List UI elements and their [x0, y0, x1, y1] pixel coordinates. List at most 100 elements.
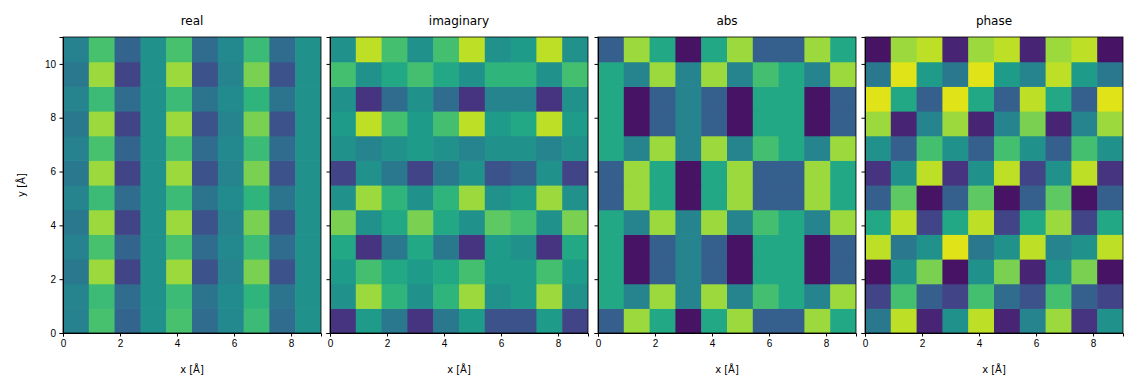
- heatmap-cell: [433, 86, 459, 111]
- heatmap-cell: [942, 210, 968, 235]
- heatmap-cell: [562, 111, 588, 136]
- heatmap-cell: [1097, 234, 1123, 259]
- heatmap-cell: [295, 234, 321, 259]
- heatmap-cell: [485, 111, 511, 136]
- heatmap-cell: [891, 185, 917, 210]
- heatmap-cell: [407, 136, 433, 161]
- heatmap-cell: [192, 308, 218, 333]
- heatmap-cell: [891, 234, 917, 259]
- tick: [327, 118, 331, 119]
- heatmap-cell: [166, 284, 192, 309]
- tick-label: 0: [50, 328, 56, 339]
- heatmap-cell: [994, 308, 1020, 333]
- tick-mark: [712, 333, 713, 337]
- tick: 0: [863, 333, 869, 349]
- heatmap-cell: [115, 234, 141, 259]
- heatmap-cell: [89, 259, 115, 284]
- heatmap-cell: [269, 259, 295, 284]
- heatmap-cell: [624, 86, 650, 111]
- heatmap-cell: [942, 62, 968, 87]
- heatmap-cell: [89, 308, 115, 333]
- heatmap-cell: [727, 259, 753, 284]
- heatmap-cell: [650, 259, 676, 284]
- tick-label: 8: [50, 112, 56, 123]
- tick-mark: [769, 333, 770, 337]
- heatmap-cell: [140, 259, 166, 284]
- heatmap-cell: [269, 160, 295, 185]
- heatmap-cell: [89, 160, 115, 185]
- heatmap-cell: [891, 136, 917, 161]
- heatmap-cell: [536, 259, 562, 284]
- heatmap-cell: [244, 185, 270, 210]
- heatmap-cell: [804, 308, 830, 333]
- heatmap-cell: [1071, 62, 1097, 87]
- heatmap-cell: [166, 234, 192, 259]
- heatmap-cell: [407, 185, 433, 210]
- heatmap-cell: [865, 210, 891, 235]
- heatmap-cell: [433, 210, 459, 235]
- heatmap-cell: [753, 62, 779, 87]
- tick: 8: [289, 333, 295, 349]
- heatmap-cell: [942, 259, 968, 284]
- panel-title: real: [181, 14, 204, 28]
- heatmap-cell: [968, 136, 994, 161]
- heatmap-cell: [407, 62, 433, 87]
- heatmap-cell: [63, 259, 89, 284]
- heatmap-cell: [244, 62, 270, 87]
- heatmap-cell: [1020, 62, 1046, 87]
- heatmap-cell: [1071, 160, 1097, 185]
- heatmap-cell: [865, 234, 891, 259]
- heatmap-cell: [330, 160, 356, 185]
- heatmap-cell: [994, 111, 1020, 136]
- heatmap-cell: [865, 111, 891, 136]
- heatmap-cell: [166, 160, 192, 185]
- heatmap-cell: [511, 37, 537, 62]
- heatmap-cell: [1046, 136, 1072, 161]
- heatmap-cell: [891, 37, 917, 62]
- tick: [595, 118, 599, 119]
- heatmap-cell: [942, 308, 968, 333]
- heatmap-cell: [994, 259, 1020, 284]
- y-axis: 0246810: [45, 38, 64, 339]
- x-axis: 02468: [596, 333, 857, 349]
- heatmap-cell: [701, 308, 727, 333]
- tick-label: 4: [977, 338, 983, 349]
- axis-line: [327, 38, 331, 334]
- heatmap-cell: [865, 136, 891, 161]
- heatmap-cell: [830, 210, 856, 235]
- heatmap-cell: [598, 37, 624, 62]
- heatmap-cell: [192, 37, 218, 62]
- heatmap-cell: [779, 136, 805, 161]
- heatmap-cell: [115, 86, 141, 111]
- tick-mark: [558, 333, 559, 337]
- heatmap-cell: [140, 136, 166, 161]
- heatmap-cell: [917, 136, 943, 161]
- heatmap-cell: [1097, 308, 1123, 333]
- tick: 0: [61, 333, 67, 349]
- heatmap-cell: [166, 259, 192, 284]
- heatmap-cell: [598, 284, 624, 309]
- x-axis-title: x [Å]: [982, 363, 1006, 375]
- heatmap-cell: [804, 259, 830, 284]
- heatmap-cell: [865, 259, 891, 284]
- heatmap-cell: [968, 86, 994, 111]
- panel-title: imaginary: [429, 14, 489, 28]
- heatmap-cell: [382, 37, 408, 62]
- heatmap-cell: [433, 185, 459, 210]
- heatmap-cell: [218, 284, 244, 309]
- heatmap-cell: [192, 136, 218, 161]
- tick-mark: [862, 225, 866, 226]
- heatmap-cell: [63, 308, 89, 333]
- heatmap-cell: [356, 62, 382, 87]
- tick-label: 0: [596, 338, 602, 349]
- heatmap-cell: [1046, 37, 1072, 62]
- heatmap-cell: [330, 259, 356, 284]
- heatmap-cell: [1071, 234, 1097, 259]
- heatmap-cell: [917, 308, 943, 333]
- tick-label: 6: [50, 166, 56, 177]
- heatmap-cell: [1097, 62, 1123, 87]
- tick-mark: [234, 333, 235, 337]
- heatmap-cell: [295, 136, 321, 161]
- panel-title: phase: [976, 14, 1012, 28]
- tick-mark: [862, 333, 866, 334]
